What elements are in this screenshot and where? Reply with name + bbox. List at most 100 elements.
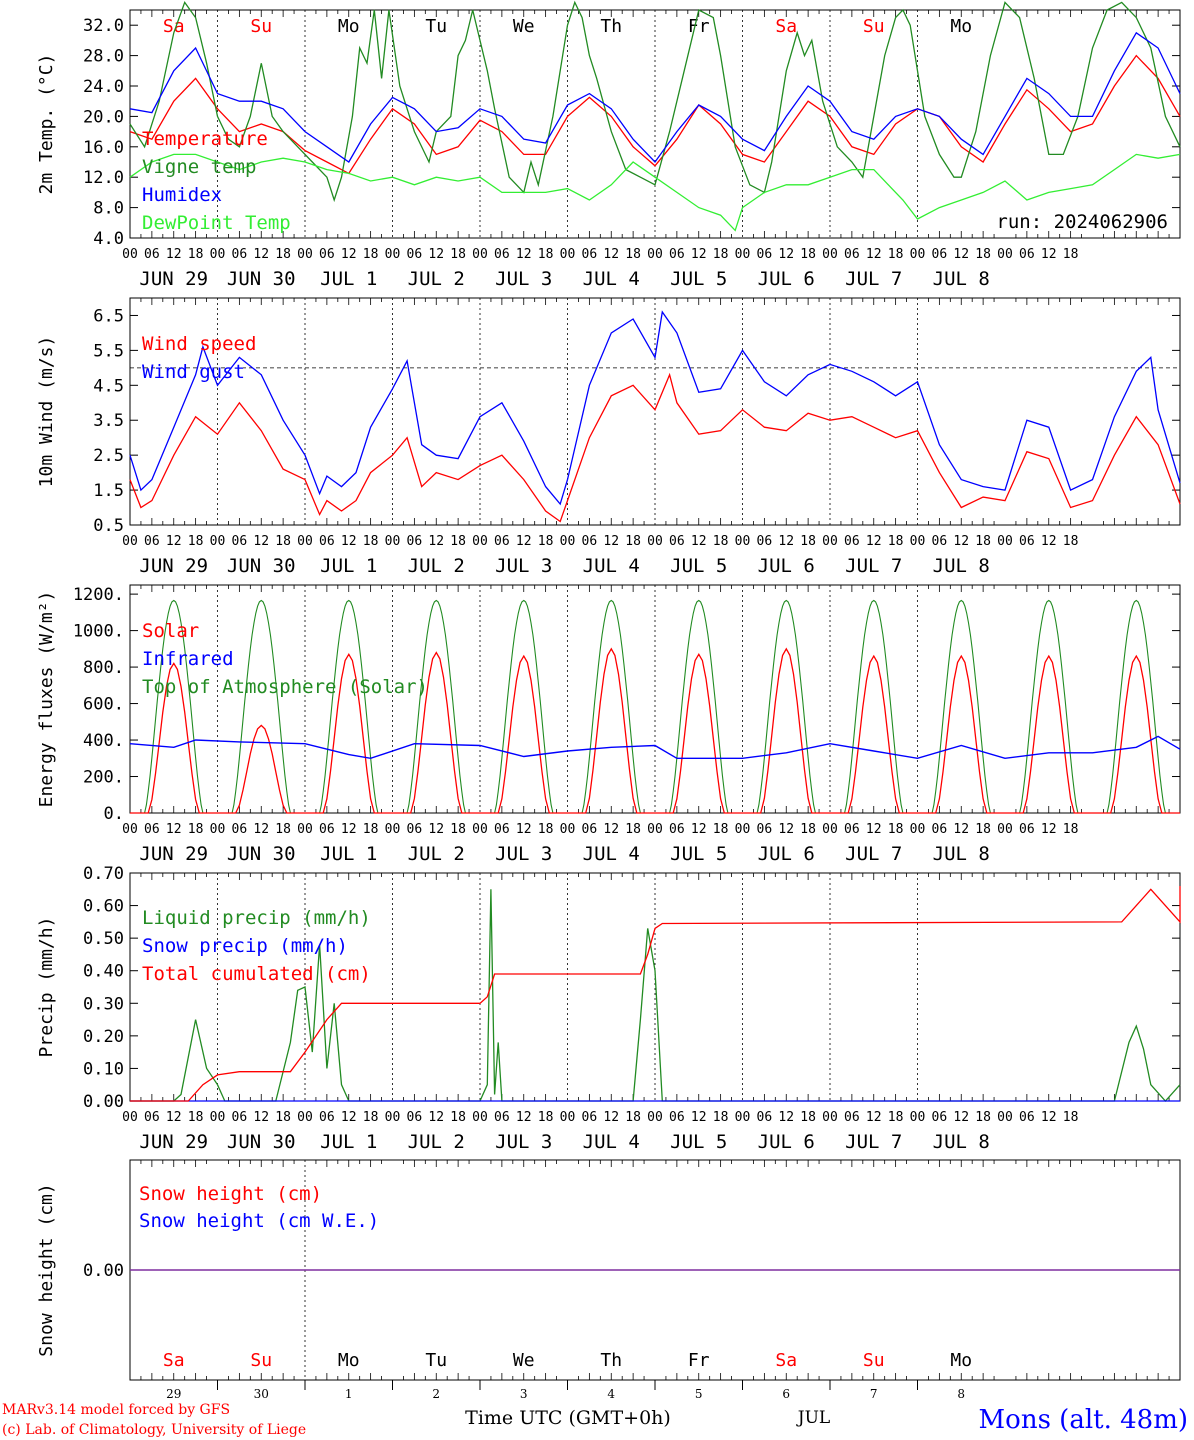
y-tick-label: 16.0 [83, 138, 124, 158]
hour-tick-label: 06 [757, 822, 773, 837]
hour-tick-label: 06 [932, 822, 948, 837]
day-tag-bottom: Sa [163, 1350, 185, 1371]
legend-dewpoint-temp: DewPoint Temp [142, 212, 291, 234]
hour-tick-label: 06 [669, 534, 685, 549]
hour-tick-label: 12 [953, 822, 969, 837]
hour-tick-label: 00 [822, 534, 838, 549]
x-axis-title: Time UTC (GMT+0h) [465, 1407, 671, 1429]
hour-tick-label: 12 [1041, 534, 1057, 549]
credit-lab: (c) Lab. of Climatology, University of L… [2, 1422, 306, 1438]
hour-tick-label: 00 [997, 1110, 1013, 1125]
date-label: JUN 30 [227, 1131, 296, 1153]
legend-solar: Solar [142, 620, 199, 642]
legend-total-cumulated-cm-: Total cumulated (cm) [142, 963, 371, 985]
series-wind-speed [129, 372, 1181, 523]
hour-tick-label: 00 [560, 1110, 576, 1125]
hour-tick-label: 18 [363, 534, 379, 549]
day-tag: Sa [775, 16, 797, 37]
hour-tick-label: 06 [1019, 247, 1035, 262]
date-label: JUL 5 [670, 843, 727, 865]
hour-tick-label: 06 [144, 1110, 160, 1125]
hour-tick-label: 12 [1041, 822, 1057, 837]
hour-tick-label: 18 [1063, 1110, 1079, 1125]
hour-tick-label: 00 [822, 822, 838, 837]
hour-tick-label: 06 [407, 247, 423, 262]
date-label: JUL 3 [495, 843, 552, 865]
hour-tick-label: 06 [844, 534, 860, 549]
hour-tick-label: 18 [450, 534, 466, 549]
date-label: JUL 5 [670, 268, 727, 290]
hour-tick-label: 00 [822, 1110, 838, 1125]
hour-tick-label: 00 [385, 247, 401, 262]
hour-tick-label: 06 [669, 247, 685, 262]
hour-tick-label: 06 [844, 822, 860, 837]
date-label: JUL 8 [933, 1131, 990, 1153]
hour-tick-label: 18 [800, 822, 816, 837]
hour-tick-label: 06 [232, 247, 248, 262]
hour-tick-label: 12 [866, 822, 882, 837]
day-tag: Th [600, 16, 622, 37]
y-axis-label: Snow height (cm) [36, 1183, 57, 1356]
legend-infrared: Infrared [142, 648, 234, 670]
date-label: JUL 7 [845, 1131, 902, 1153]
hour-tick-label: 00 [735, 534, 751, 549]
hour-tick-label: 18 [975, 247, 991, 262]
hour-tick-label: 18 [363, 1110, 379, 1125]
hour-tick-label: 06 [757, 534, 773, 549]
hour-tick-label: 12 [953, 247, 969, 262]
hour-tick-label: 12 [253, 247, 269, 262]
panel-frame-0 [129, 9, 1181, 239]
hour-tick-label: 18 [1063, 534, 1079, 549]
hour-tick-label: 00 [472, 1110, 488, 1125]
hour-tick-label: 00 [560, 247, 576, 262]
y-tick-label: 0.00 [83, 1092, 124, 1112]
legend-snow-precip-mm-h-: Snow precip (mm/h) [142, 935, 348, 957]
hour-tick-label: 06 [407, 534, 423, 549]
hour-tick-label: 18 [275, 534, 291, 549]
day-tag-bottom: Fr [688, 1350, 710, 1371]
day-number: 29 [166, 1387, 181, 1401]
hour-tick-label: 12 [428, 534, 444, 549]
hour-tick-label: 06 [232, 1110, 248, 1125]
hour-tick-label: 18 [1063, 822, 1079, 837]
hour-tick-label: 06 [319, 822, 335, 837]
hour-tick-label: 12 [691, 1110, 707, 1125]
hour-tick-label: 18 [625, 822, 641, 837]
hour-tick-label: 00 [297, 822, 313, 837]
y-axis-label: Energy fluxes (W/m²) [36, 591, 57, 808]
hour-tick-label: 06 [844, 247, 860, 262]
day-tag-bottom: Su [250, 1350, 272, 1371]
day-tag: Fr [688, 16, 710, 37]
day-tag-bottom: Sa [775, 1350, 797, 1371]
y-axis-label: 2m Temp. (°C) [36, 54, 57, 195]
hour-tick-label: 06 [232, 534, 248, 549]
hour-tick-label: 12 [866, 247, 882, 262]
hour-tick-label: 18 [713, 534, 729, 549]
hour-tick-label: 00 [210, 247, 226, 262]
date-label: JUN 30 [227, 843, 296, 865]
legend-snow-height-cm-: Snow height (cm) [139, 1183, 322, 1205]
hour-tick-label: 18 [275, 1110, 291, 1125]
y-tick-label: 1200. [73, 585, 124, 605]
hour-tick-label: 00 [472, 822, 488, 837]
hour-tick-label: 18 [888, 1110, 904, 1125]
hour-tick-label: 12 [166, 247, 182, 262]
hour-tick-label: 12 [253, 822, 269, 837]
series-solar [130, 647, 1180, 814]
y-tick-label: 0. [104, 804, 124, 824]
date-label: JUN 29 [139, 555, 208, 577]
date-label: JUL 2 [408, 1131, 465, 1153]
date-label: JUL 2 [408, 268, 465, 290]
hour-tick-label: 18 [888, 534, 904, 549]
hour-tick-label: 00 [297, 534, 313, 549]
y-tick-label: 0.00 [83, 1261, 124, 1281]
y-tick-label: 800. [83, 658, 124, 678]
hour-tick-label: 18 [713, 822, 729, 837]
hour-tick-label: 06 [669, 822, 685, 837]
y-tick-label: 2.5 [93, 446, 124, 466]
hour-tick-label: 18 [800, 534, 816, 549]
hour-tick-label: 12 [516, 534, 532, 549]
series-infrared [129, 735, 1181, 760]
hour-tick-label: 00 [385, 1110, 401, 1125]
